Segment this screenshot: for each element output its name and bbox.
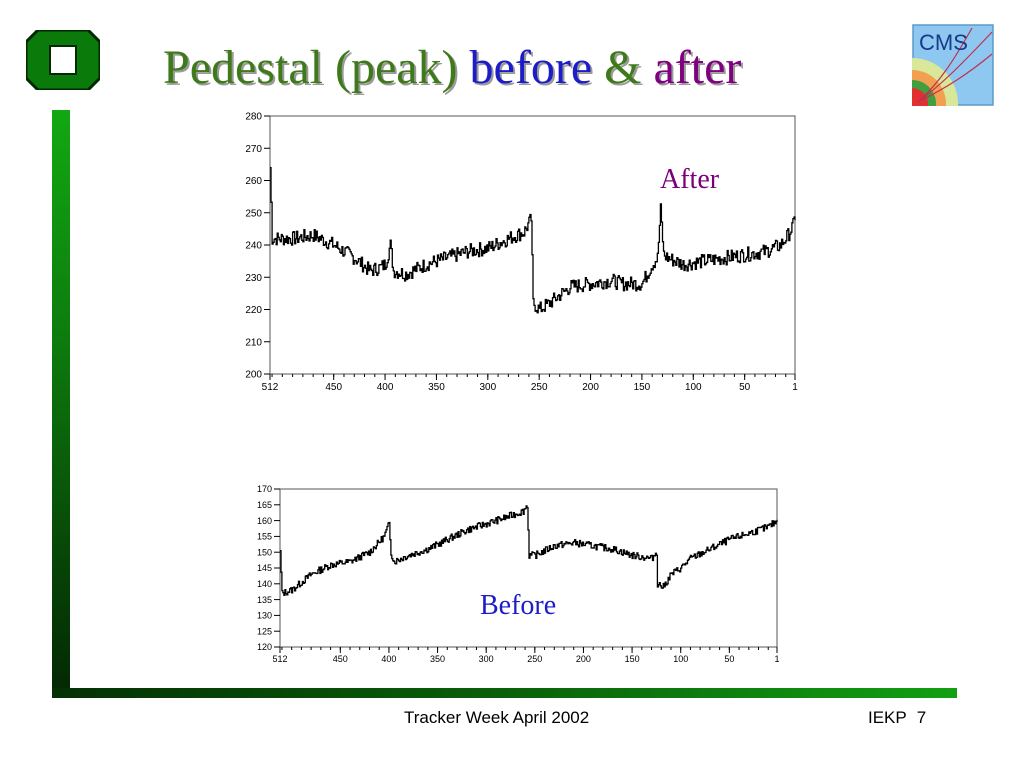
x-tick-label: 1	[792, 382, 798, 393]
y-tick-label: 155	[257, 532, 272, 542]
x-tick-label: 100	[673, 654, 688, 664]
slide-title: Pedestal (peak) before & after	[163, 40, 741, 96]
chart-after: 200 210 220 230 240 250 260 270 280 512 450 400 350 3…	[245, 112, 798, 394]
y-tick-label: 230	[245, 273, 262, 284]
y-tick-label: 210	[245, 337, 262, 348]
y-tick-label: 270	[245, 144, 262, 155]
x-tick-label: 250	[527, 654, 542, 664]
chart-before-label: Before	[480, 590, 557, 621]
y-tick-label: 240	[245, 241, 262, 252]
y-tick-label: 120	[257, 642, 272, 652]
footer-event: Tracker Week April 2002	[404, 708, 590, 727]
footer-org: IEKP	[868, 708, 907, 727]
x-tick-label: 400	[377, 382, 394, 393]
cms-logo: CMS	[912, 24, 994, 106]
x-tick-label: 350	[428, 382, 445, 393]
y-tick-label: 150	[257, 547, 272, 557]
frame-horizontal-bar	[52, 688, 957, 698]
x-tick-label: 512	[262, 382, 279, 393]
x-tick-label: 450	[325, 382, 342, 393]
x-tick-label: 400	[381, 654, 396, 664]
y-tick-label: 135	[257, 595, 272, 605]
y-tick-label: 220	[245, 305, 262, 316]
series-line	[280, 505, 778, 596]
x-tick-label: 300	[479, 382, 496, 393]
x-tick-label: 200	[576, 654, 591, 664]
footer-right: IEKP 7	[868, 708, 926, 728]
y-tick-label: 165	[257, 500, 272, 510]
frame-vertical-bar	[52, 110, 70, 698]
x-tick-label: 50	[739, 382, 751, 393]
x-tick-label: 1	[774, 654, 779, 664]
x-tick-label: 200	[582, 382, 599, 393]
x-tick-label: 150	[625, 654, 640, 664]
series-line	[270, 167, 796, 314]
y-tick-label: 200	[245, 370, 262, 381]
x-tick-label: 100	[685, 382, 702, 393]
x-tick-label: 350	[430, 654, 445, 664]
cms-logo-text: CMS	[919, 30, 968, 55]
y-tick-label: 125	[257, 626, 272, 636]
x-tick-label: 512	[272, 654, 287, 664]
y-tick-label: 145	[257, 563, 272, 573]
y-tick-label: 170	[257, 484, 272, 494]
x-tick-label: 250	[531, 382, 548, 393]
x-tick-label: 150	[634, 382, 651, 393]
title-part-ampersand: &	[604, 41, 654, 94]
y-tick-label: 140	[257, 579, 272, 589]
y-tick-label: 280	[245, 112, 262, 123]
x-tick-label: 300	[479, 654, 494, 664]
title-part-before: before	[469, 41, 605, 94]
title-part-after: after	[653, 41, 742, 94]
university-logo	[26, 30, 100, 90]
y-tick-label: 160	[257, 516, 272, 526]
y-tick-label: 250	[245, 208, 262, 219]
x-tick-label: 450	[333, 654, 348, 664]
title-part-pedestal: Pedestal (peak)	[163, 41, 470, 94]
y-tick-label: 260	[245, 176, 262, 187]
x-tick-label: 50	[724, 654, 734, 664]
page-number: 7	[916, 708, 927, 727]
chart-after-label: After	[660, 164, 720, 195]
y-tick-label: 130	[257, 611, 272, 621]
